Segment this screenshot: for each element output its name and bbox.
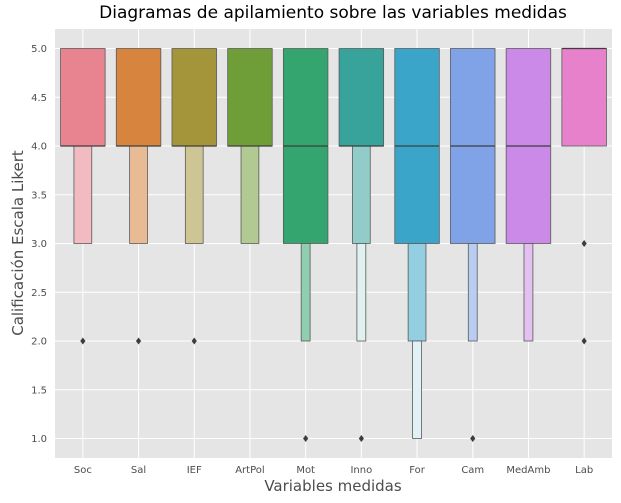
boxen-box bbox=[407, 243, 427, 342]
y-tick-label: 1.0 bbox=[31, 434, 47, 445]
boxen-box bbox=[60, 48, 106, 147]
y-ticks: 1.0 1.5 2.0 2.5 3.0 3.5 4.0 4.5 5.0 bbox=[31, 44, 47, 445]
chart-title: Diagramas de apilamiento sobre las varia… bbox=[99, 3, 567, 23]
boxen-box bbox=[171, 48, 217, 147]
boxen-group-inno bbox=[338, 48, 385, 442]
boxen-box bbox=[467, 243, 478, 342]
outlier-point bbox=[581, 337, 587, 345]
y-tick-label: 2.5 bbox=[31, 288, 47, 299]
x-tick-label: MedAmb bbox=[506, 465, 550, 476]
x-ticks: Soc Sal IEF ArtPol Mot Inno For Cam MedAmb Lab bbox=[74, 465, 593, 476]
y-axis-label: Calificación Escala Likert bbox=[9, 150, 27, 336]
y-tick-label: 3.5 bbox=[31, 190, 47, 201]
outlier-point bbox=[80, 337, 86, 345]
y-tick-label: 2.0 bbox=[31, 337, 47, 348]
boxes-layer bbox=[60, 47, 607, 442]
y-tick-label: 4.5 bbox=[31, 93, 47, 104]
outlier-point bbox=[581, 240, 587, 247]
boxen-group-for bbox=[394, 48, 440, 439]
boxen-box bbox=[73, 145, 93, 244]
outlier-point bbox=[191, 337, 197, 345]
boxen-group-soc bbox=[60, 48, 106, 345]
x-tick-label: ArtPol bbox=[235, 465, 264, 476]
boxen-group-artpol bbox=[227, 48, 273, 244]
x-tick-label: Mot bbox=[296, 465, 315, 476]
boxen-group-ief bbox=[171, 48, 217, 345]
boxen-group-lab bbox=[561, 47, 607, 345]
outlier-point bbox=[358, 435, 364, 442]
boxen-box bbox=[338, 48, 385, 147]
x-tick-label: Soc bbox=[74, 465, 92, 476]
boxen-box bbox=[352, 145, 371, 244]
y-tick-label: 5.0 bbox=[31, 44, 47, 55]
outlier-point bbox=[470, 435, 476, 442]
x-tick-label: Inno bbox=[350, 465, 372, 476]
boxen-box bbox=[561, 48, 607, 147]
x-tick-label: IEF bbox=[187, 465, 202, 476]
boxen-box bbox=[523, 243, 534, 342]
x-tick-label: Lab bbox=[575, 465, 593, 476]
boxen-group-mot bbox=[282, 48, 329, 442]
x-axis-label: Variables medidas bbox=[264, 477, 402, 495]
boxen-box bbox=[240, 145, 260, 244]
boxen-box bbox=[129, 145, 148, 244]
y-tick-label: 1.5 bbox=[31, 385, 47, 396]
outlier-point bbox=[135, 337, 142, 345]
x-tick-label: Sal bbox=[131, 465, 146, 476]
boxen-box bbox=[356, 243, 367, 342]
boxen-box bbox=[412, 340, 422, 439]
boxen-group-cam bbox=[450, 48, 496, 442]
boxen-group-medamb bbox=[505, 48, 552, 342]
boxen-box bbox=[184, 145, 204, 244]
y-tick-label: 4.0 bbox=[31, 142, 47, 153]
outlier-point bbox=[303, 435, 309, 442]
x-tick-label: For bbox=[409, 465, 426, 476]
boxen-box bbox=[300, 243, 311, 342]
x-tick-label: Cam bbox=[461, 465, 484, 476]
boxen-group-sal bbox=[115, 48, 162, 345]
y-tick-label: 3.0 bbox=[31, 239, 47, 250]
boxen-box bbox=[227, 48, 273, 147]
boxen-box bbox=[115, 48, 162, 147]
